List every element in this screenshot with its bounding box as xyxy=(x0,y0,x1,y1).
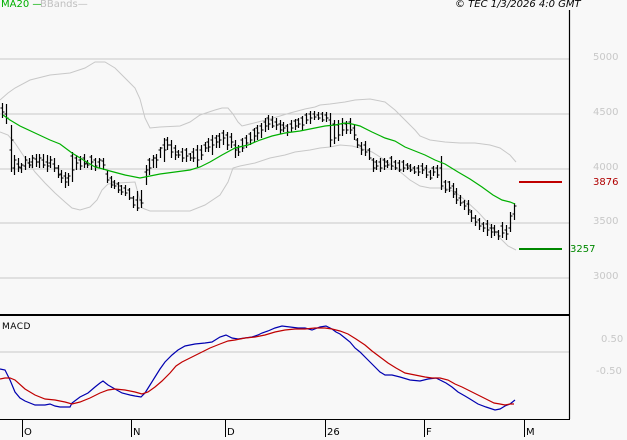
legend-ma20: MA20 — xyxy=(1,0,43,10)
gridlines xyxy=(0,58,569,353)
x-tick-label: O xyxy=(24,427,32,438)
bollinger-bands xyxy=(0,61,517,251)
x-tick-label: F xyxy=(426,427,432,438)
copyright-text: © TEC 1/3/2026 4:0 GMT xyxy=(455,0,581,10)
chart-frame xyxy=(0,10,571,437)
support-resistance-levels xyxy=(519,181,562,250)
x-tick-label: D xyxy=(227,427,235,438)
x-tick-label: M xyxy=(526,427,535,438)
legend-bbands: BBands— xyxy=(40,0,88,10)
ohlc-bars xyxy=(0,103,517,240)
price-label: 4500 xyxy=(593,107,619,118)
price-label: 4000 xyxy=(593,162,619,173)
ma20-line xyxy=(2,114,516,205)
macd-label: 0.50 xyxy=(601,334,624,345)
x-tick-label: 26 xyxy=(327,427,340,438)
macd-title: MACD xyxy=(2,322,31,332)
price-label: 3500 xyxy=(593,216,619,227)
price-label: 5000 xyxy=(593,52,619,63)
x-tick-label: N xyxy=(133,427,141,438)
resistance-label: 3876 xyxy=(593,177,619,188)
support-label: 3257 xyxy=(570,244,596,255)
macd-lines xyxy=(0,325,516,411)
price-label: 3000 xyxy=(593,271,619,282)
macd-label: -0.50 xyxy=(596,366,622,377)
